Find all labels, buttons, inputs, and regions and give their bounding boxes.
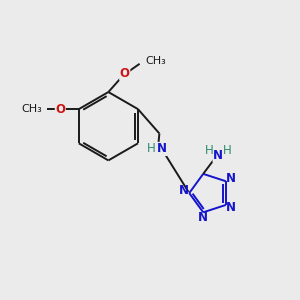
Text: N: N (157, 142, 167, 155)
Text: N: N (213, 149, 223, 162)
Text: H: H (205, 144, 214, 157)
Text: N: N (198, 211, 208, 224)
Text: O: O (120, 67, 130, 80)
Text: N: N (179, 184, 189, 196)
Text: O: O (56, 103, 65, 116)
Text: N: N (226, 201, 236, 214)
Text: N: N (226, 172, 236, 185)
Text: CH₃: CH₃ (21, 104, 42, 114)
Text: H: H (223, 144, 231, 157)
Text: CH₃: CH₃ (145, 56, 166, 66)
Text: H: H (147, 142, 156, 155)
